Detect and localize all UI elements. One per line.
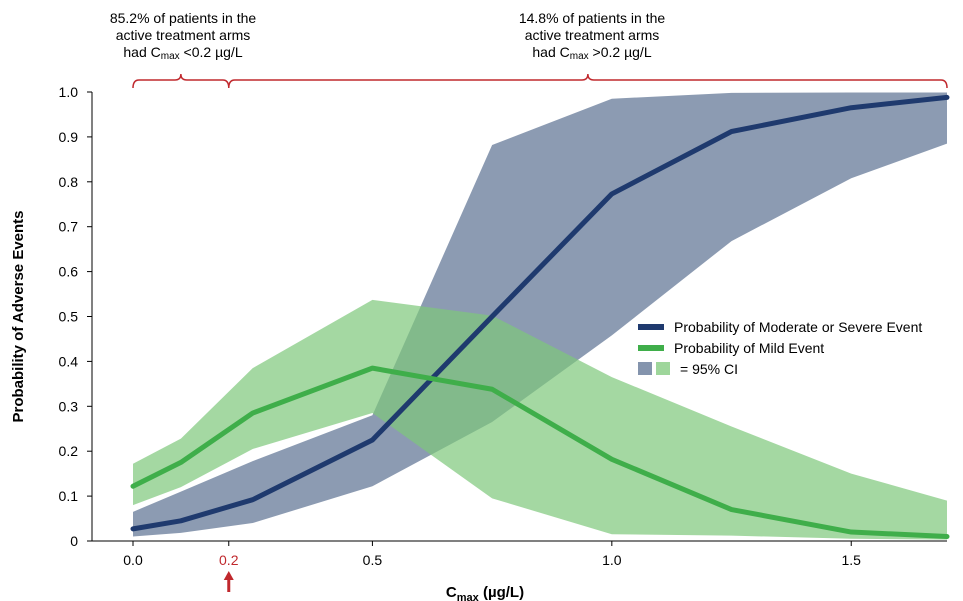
x-axis-label: Cmax (µg/L) xyxy=(446,584,524,601)
x-tick-label: 0.5 xyxy=(363,552,383,568)
series-line-moderate-severe xyxy=(130,94,950,532)
y-tick-label: 0.8 xyxy=(59,174,79,190)
annotation-left-line3: had Cmax <0.2 µg/L xyxy=(123,44,243,62)
annotation-brackets xyxy=(132,73,948,89)
annotation-right: 14.8% of patients in the active treatmen… xyxy=(462,10,722,65)
legend-item-mild: Probability of Mild Event xyxy=(638,337,922,358)
y-tick-label: 0 xyxy=(70,533,78,549)
highlight-arrow-icon xyxy=(223,571,234,580)
y-tick-label: 0.5 xyxy=(59,309,79,325)
legend-item-ci: = 95% CI xyxy=(638,358,922,379)
x-tick-label: 1.0 xyxy=(602,552,622,568)
x-tick-label: 1.5 xyxy=(842,552,862,568)
x-tick-label: 0.2 xyxy=(219,552,239,568)
axes: 0 0.1 0.2 0.3 0.4 0.5 0.6 0.7 0.8 0.9 1.0 0.0 0.2 0.5… xyxy=(10,84,947,601)
x-tick-label: 0.0 xyxy=(123,552,143,568)
legend-swatch-ci-mild xyxy=(656,362,670,375)
legend-label-moderate-severe: Probability of Moderate or Severe Event xyxy=(674,318,923,335)
y-tick-label: 0.6 xyxy=(59,264,79,280)
y-tick-label: 0.7 xyxy=(59,219,79,235)
series-line-mild xyxy=(130,365,950,540)
y-tick-label: 0.3 xyxy=(59,398,79,414)
legend: Probability of Moderate or Severe Event … xyxy=(638,316,922,379)
legend-swatch-mild xyxy=(638,344,664,351)
bracket-right xyxy=(228,73,948,89)
y-tick-label: 0.4 xyxy=(59,353,79,369)
y-axis-label: Probability of Adverse Events xyxy=(10,210,27,422)
legend-item-moderate-severe: Probability of Moderate or Severe Event xyxy=(638,316,922,337)
y-tick-label: 0.9 xyxy=(59,129,79,145)
annotation-left: 85.2% of patients in the active treatmen… xyxy=(58,10,308,65)
series-lines xyxy=(130,94,950,540)
y-tick-label: 0.1 xyxy=(59,488,79,504)
legend-label-ci: = 95% CI xyxy=(680,360,738,377)
ci-band-moderate-severe xyxy=(133,92,947,537)
annotation-right-line1: 14.8% of patients in the xyxy=(518,10,666,26)
annotation-left-line2: active treatment arms xyxy=(115,27,251,43)
bracket-left xyxy=(132,73,230,89)
annotation-right-line3: had Cmax >0.2 µg/L xyxy=(532,44,652,62)
annotation-left-line1: 85.2% of patients in the xyxy=(109,10,257,26)
legend-swatch-moderate-severe xyxy=(638,323,664,330)
annotation-right-line2: active treatment arms xyxy=(524,27,660,43)
y-tick-label: 1.0 xyxy=(59,84,79,100)
legend-label-mild: Probability of Mild Event xyxy=(674,339,825,356)
y-tick-label: 0.2 xyxy=(59,443,79,459)
legend-swatch-ci-moderate xyxy=(638,362,652,375)
